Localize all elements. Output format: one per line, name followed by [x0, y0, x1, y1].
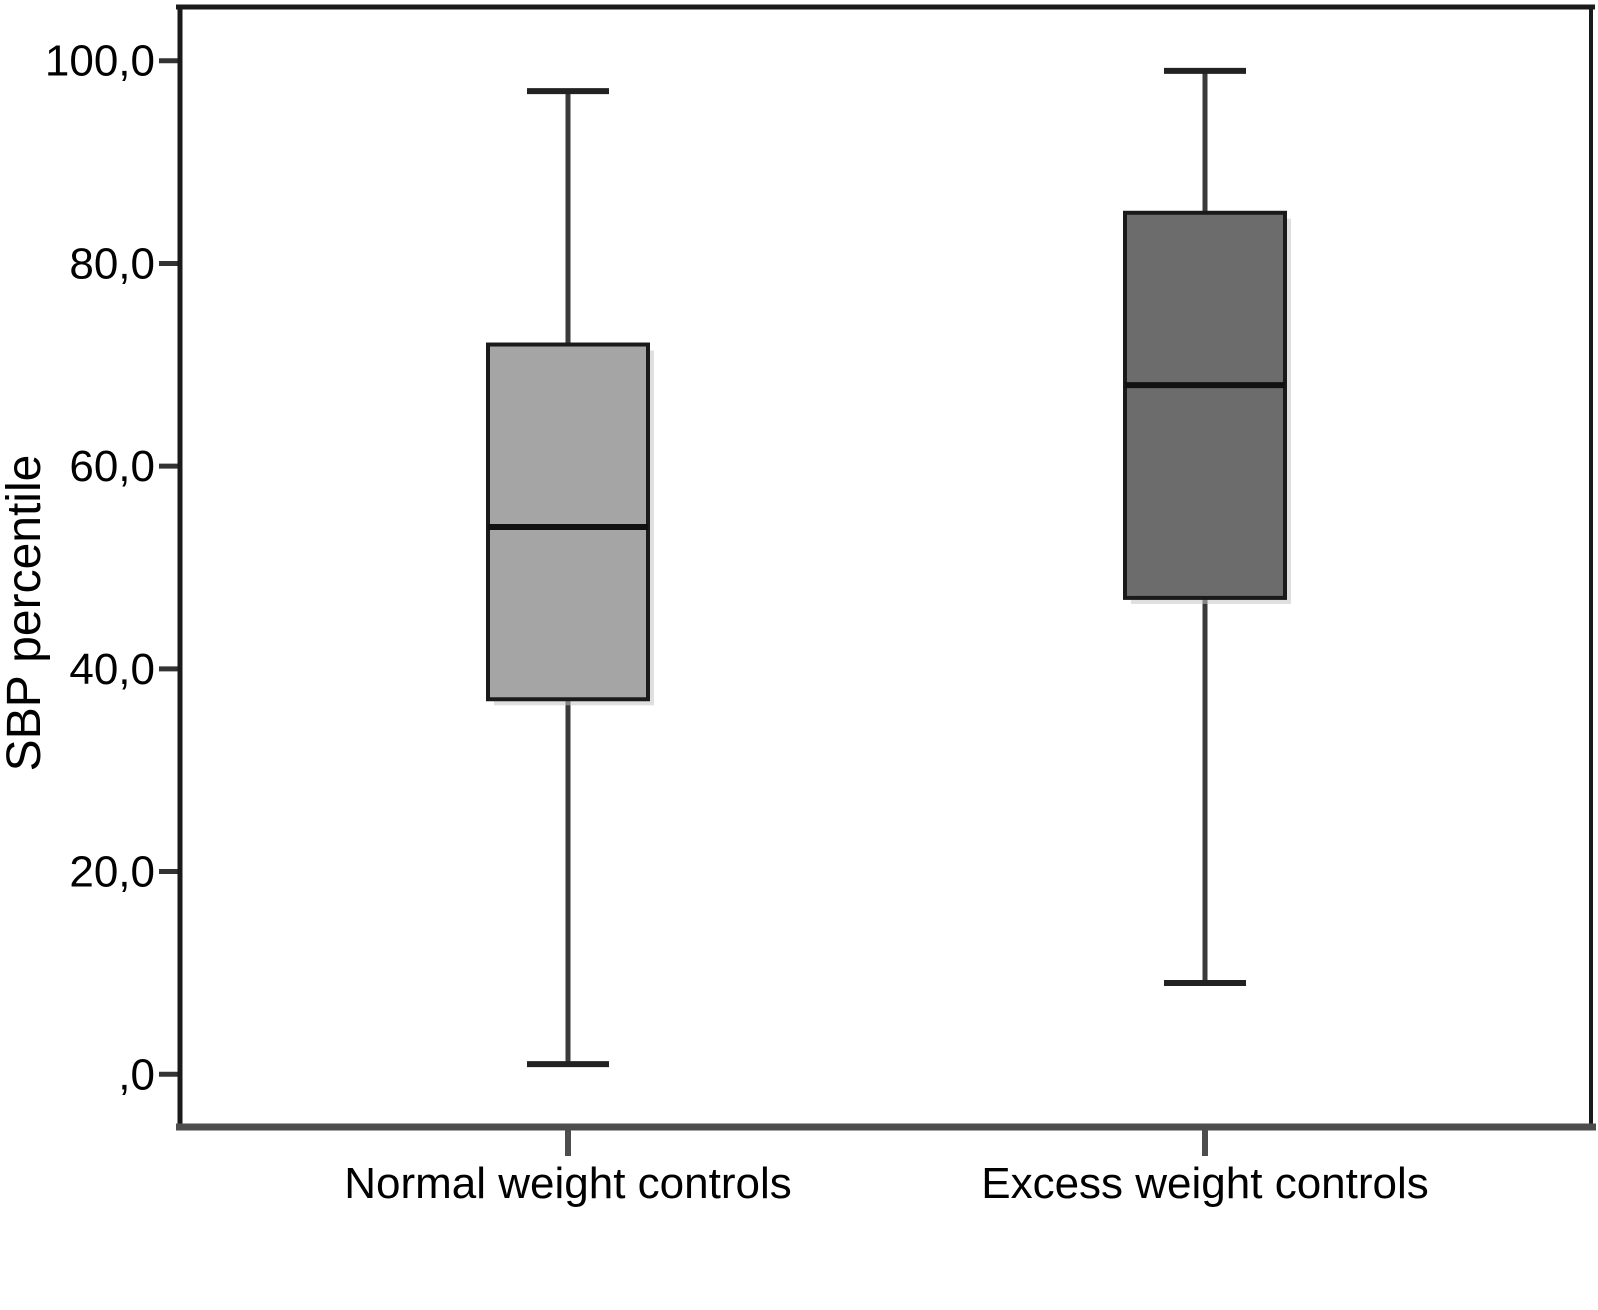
x-axis-ticks	[565, 1130, 1208, 1156]
y-axis-title: SBP percentile	[0, 455, 51, 772]
iqr-box	[486, 342, 650, 702]
y-tick-label: 40,0	[69, 645, 155, 694]
category-label-excess: Excess weight controls	[981, 1159, 1429, 1208]
box-group-excess	[1123, 67, 1291, 987]
iqr-box	[1123, 210, 1287, 600]
y-tick-label: 80,0	[69, 239, 155, 288]
y-axis-ticks: ,0 20,0 40,0 60,0 80,0 100,0	[45, 37, 178, 1099]
category-label-normal: Normal weight controls	[344, 1159, 792, 1208]
box-group-normal	[486, 88, 654, 1068]
plot-frame	[176, 4, 1596, 1131]
y-tick-label: 60,0	[69, 442, 155, 491]
box-series	[486, 67, 1291, 1068]
y-tick-label: 100,0	[45, 37, 155, 86]
y-tick-label: ,0	[118, 1050, 155, 1099]
y-tick-label: 20,0	[69, 848, 155, 897]
